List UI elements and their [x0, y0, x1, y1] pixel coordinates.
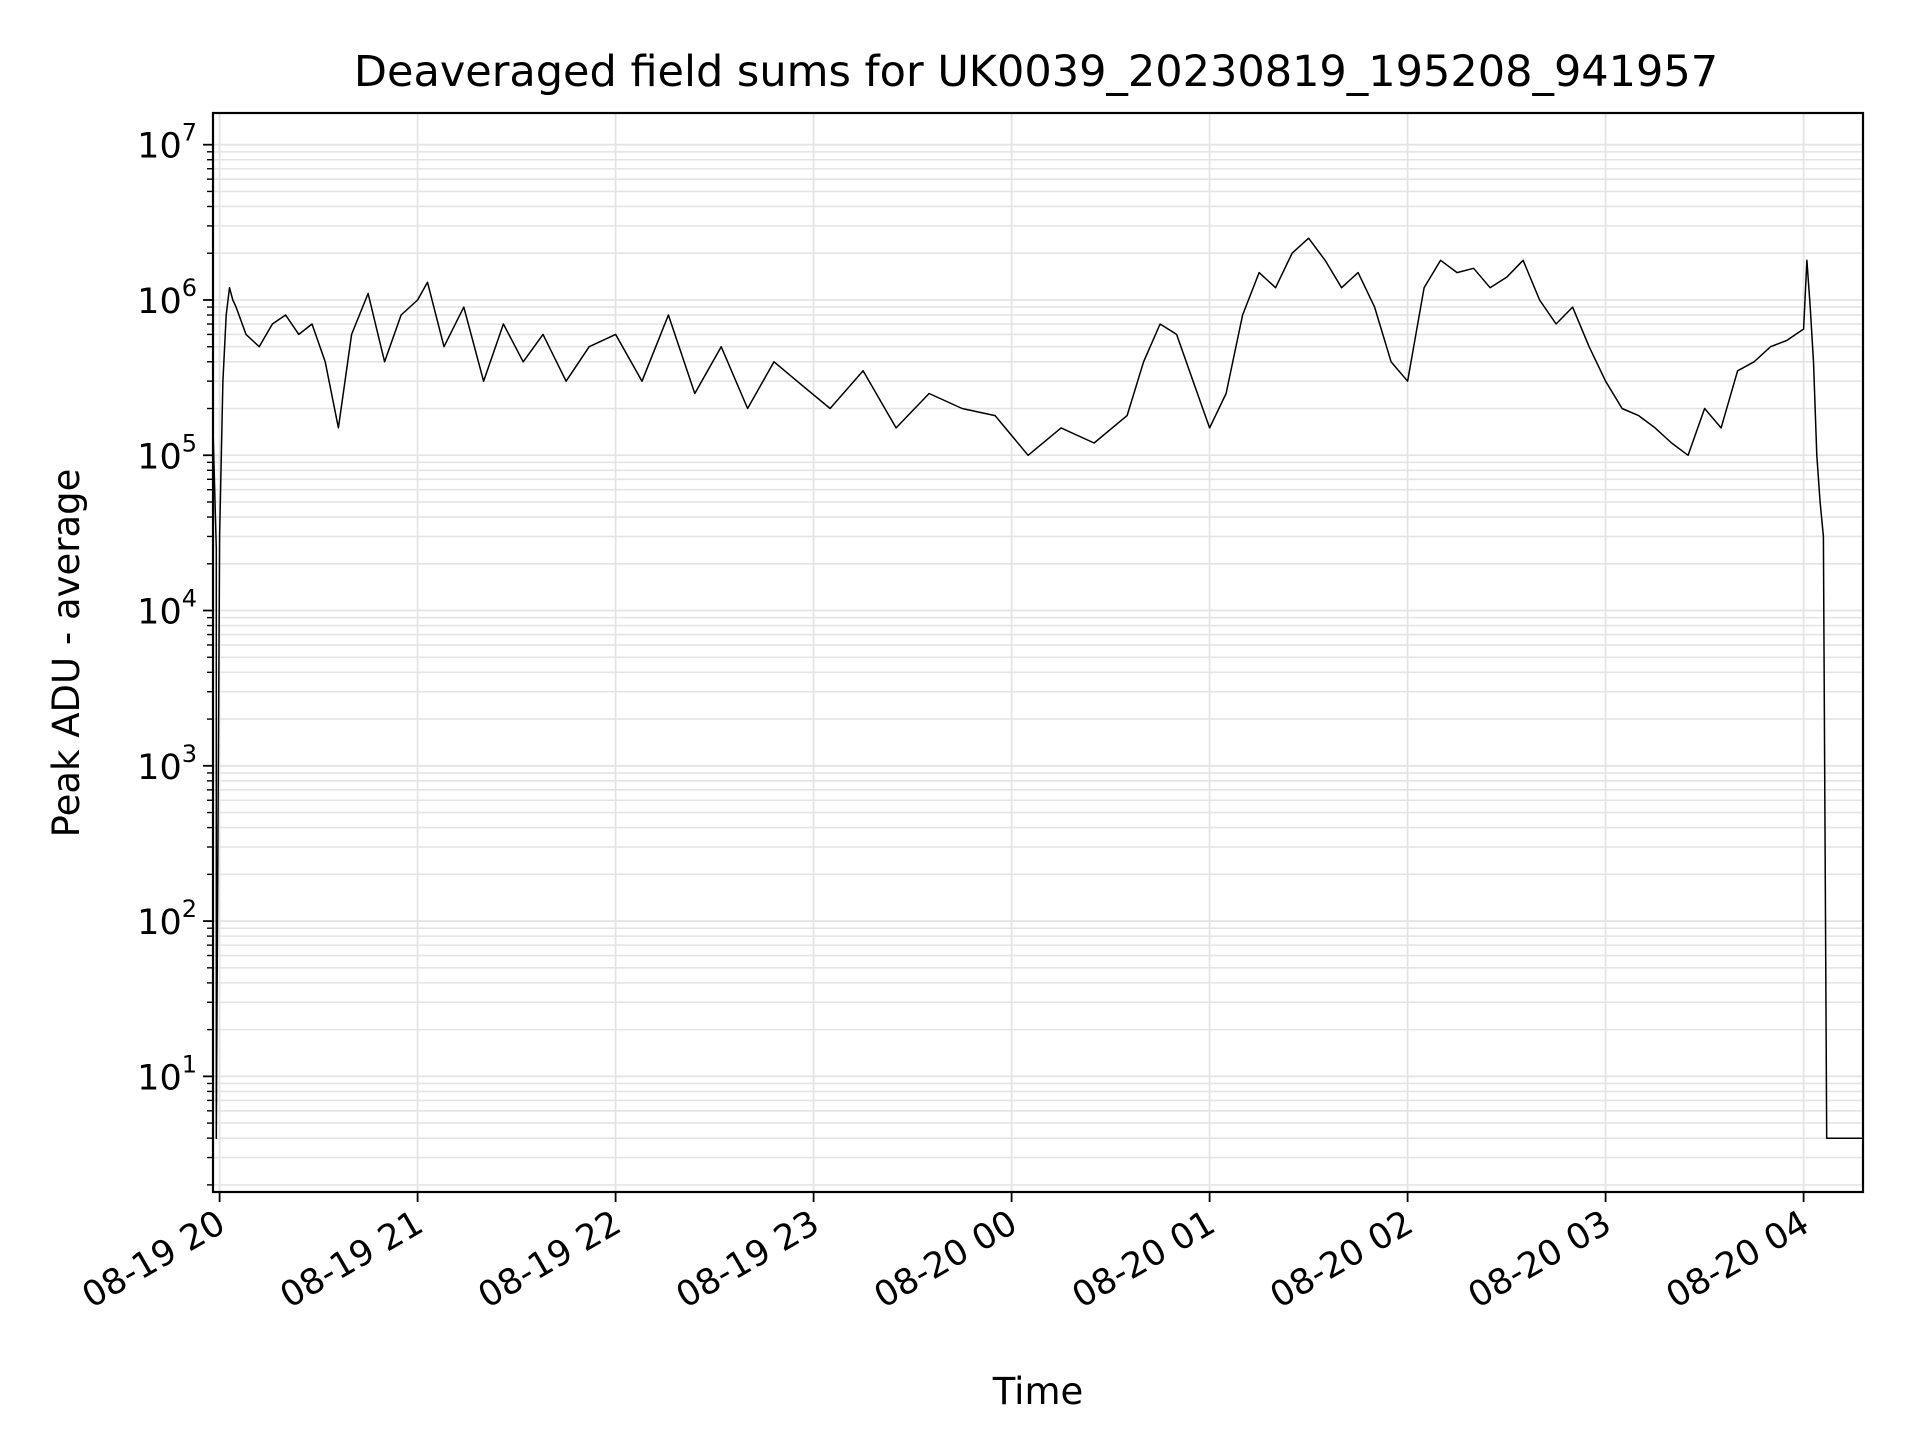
- y-axis: 101 102 103 104 105 106 107: [137, 119, 213, 1186]
- x-axis-label: Time: [992, 1370, 1084, 1413]
- y-tick-label: 107: [137, 119, 197, 167]
- y-tick-label: 106: [137, 274, 197, 322]
- chart-title: Deaveraged field sums for UK0039_2023081…: [354, 47, 1718, 97]
- y-tick-label: 102: [137, 895, 197, 943]
- grid: [213, 113, 1863, 1192]
- y-tick-label: 104: [137, 585, 197, 633]
- plot-frame: [211, 111, 1865, 1194]
- series-line: [212, 237, 1863, 1185]
- y-axis-label: Peak ADU - average: [45, 469, 88, 838]
- y-tick-label: 101: [137, 1050, 197, 1098]
- y-tick-label: 103: [137, 740, 197, 788]
- y-tick-label: 105: [137, 429, 197, 477]
- series-group: [212, 237, 1863, 1185]
